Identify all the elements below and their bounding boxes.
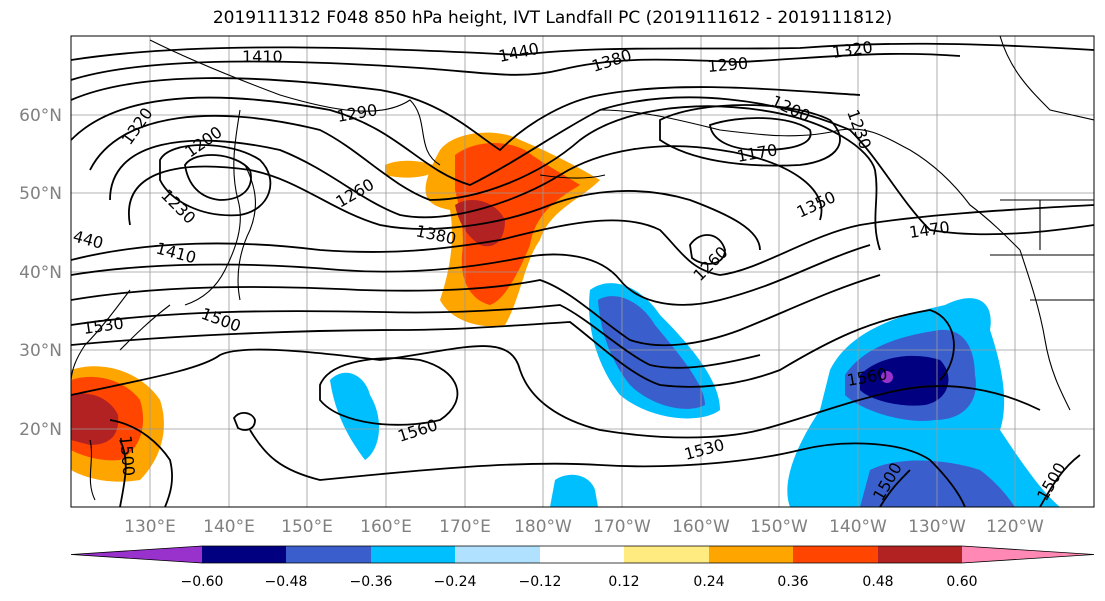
coastlines bbox=[71, 36, 1094, 501]
lat-label: 50°N bbox=[19, 184, 62, 204]
lon-label: 160°W bbox=[672, 517, 730, 537]
colorbar-segment bbox=[624, 546, 709, 563]
colorbar-outline bbox=[70, 545, 1095, 564]
lon-label: 170°W bbox=[593, 517, 651, 537]
colorbar-segment bbox=[371, 546, 455, 563]
lon-label: 120°W bbox=[986, 517, 1044, 537]
lat-label: 60°N bbox=[19, 106, 62, 126]
colorbar-segment bbox=[540, 546, 624, 563]
lon-label: 170°E bbox=[439, 517, 491, 537]
lat-label: 20°N bbox=[19, 420, 62, 440]
colorbar-tick: 0.12 bbox=[608, 574, 639, 590]
lon-label: 150°E bbox=[281, 517, 333, 537]
colorbar-segment bbox=[286, 546, 371, 563]
lon-label: 180°W bbox=[514, 517, 572, 537]
colorbar-segment bbox=[709, 546, 793, 563]
contour-label: 1290 bbox=[707, 54, 749, 76]
lat-label: 40°N bbox=[19, 263, 62, 283]
colorbar-segment bbox=[962, 546, 1094, 563]
lon-label: 130°W bbox=[908, 517, 966, 537]
colorbar-segment bbox=[878, 546, 962, 563]
colorbar-tick: 0.24 bbox=[693, 574, 724, 590]
map-title: 2019111312 F048 850 hPa height, IVT Land… bbox=[212, 8, 893, 28]
colorbar-tick: −0.24 bbox=[434, 574, 477, 590]
colorbar-segment bbox=[793, 546, 878, 563]
colorbar-segment bbox=[202, 546, 286, 563]
lat-label: 30°N bbox=[19, 341, 62, 361]
shading-positive-west-pacific bbox=[71, 366, 164, 482]
colorbar: −0.60 −0.48 −0.36 −0.24 −0.12 0.12 0.24 … bbox=[70, 545, 1095, 590]
contour-label: 1410 bbox=[242, 47, 283, 66]
colorbar-tick: −0.60 bbox=[181, 574, 224, 590]
lon-label: 150°W bbox=[750, 517, 808, 537]
lon-label: 140°E bbox=[203, 517, 255, 537]
lon-label: 140°W bbox=[829, 517, 887, 537]
colorbar-tick: 0.60 bbox=[946, 574, 977, 590]
height-contours bbox=[71, 42, 1094, 507]
longitude-labels: 130°E 140°E 150°E 160°E 170°E 180°W 170°… bbox=[124, 517, 1044, 537]
colorbar-segment bbox=[455, 546, 540, 563]
lon-label: 130°E bbox=[124, 517, 176, 537]
contour-label: 1500 bbox=[116, 435, 138, 477]
colorbar-tick: −0.48 bbox=[265, 574, 308, 590]
colorbar-tick: 0.36 bbox=[777, 574, 808, 590]
map-area: 1410 1440 1380 1290 1320 1320 1290 1200 … bbox=[71, 36, 1094, 507]
lon-label: 160°E bbox=[360, 517, 412, 537]
colorbar-segment bbox=[71, 546, 202, 563]
colorbar-tick: −0.12 bbox=[519, 574, 562, 590]
colorbar-tick: 0.48 bbox=[862, 574, 893, 590]
latitude-labels: 60°N 50°N 40°N 30°N 20°N bbox=[19, 106, 62, 440]
map-frame bbox=[70, 35, 1095, 508]
colorbar-tick: −0.36 bbox=[350, 574, 393, 590]
